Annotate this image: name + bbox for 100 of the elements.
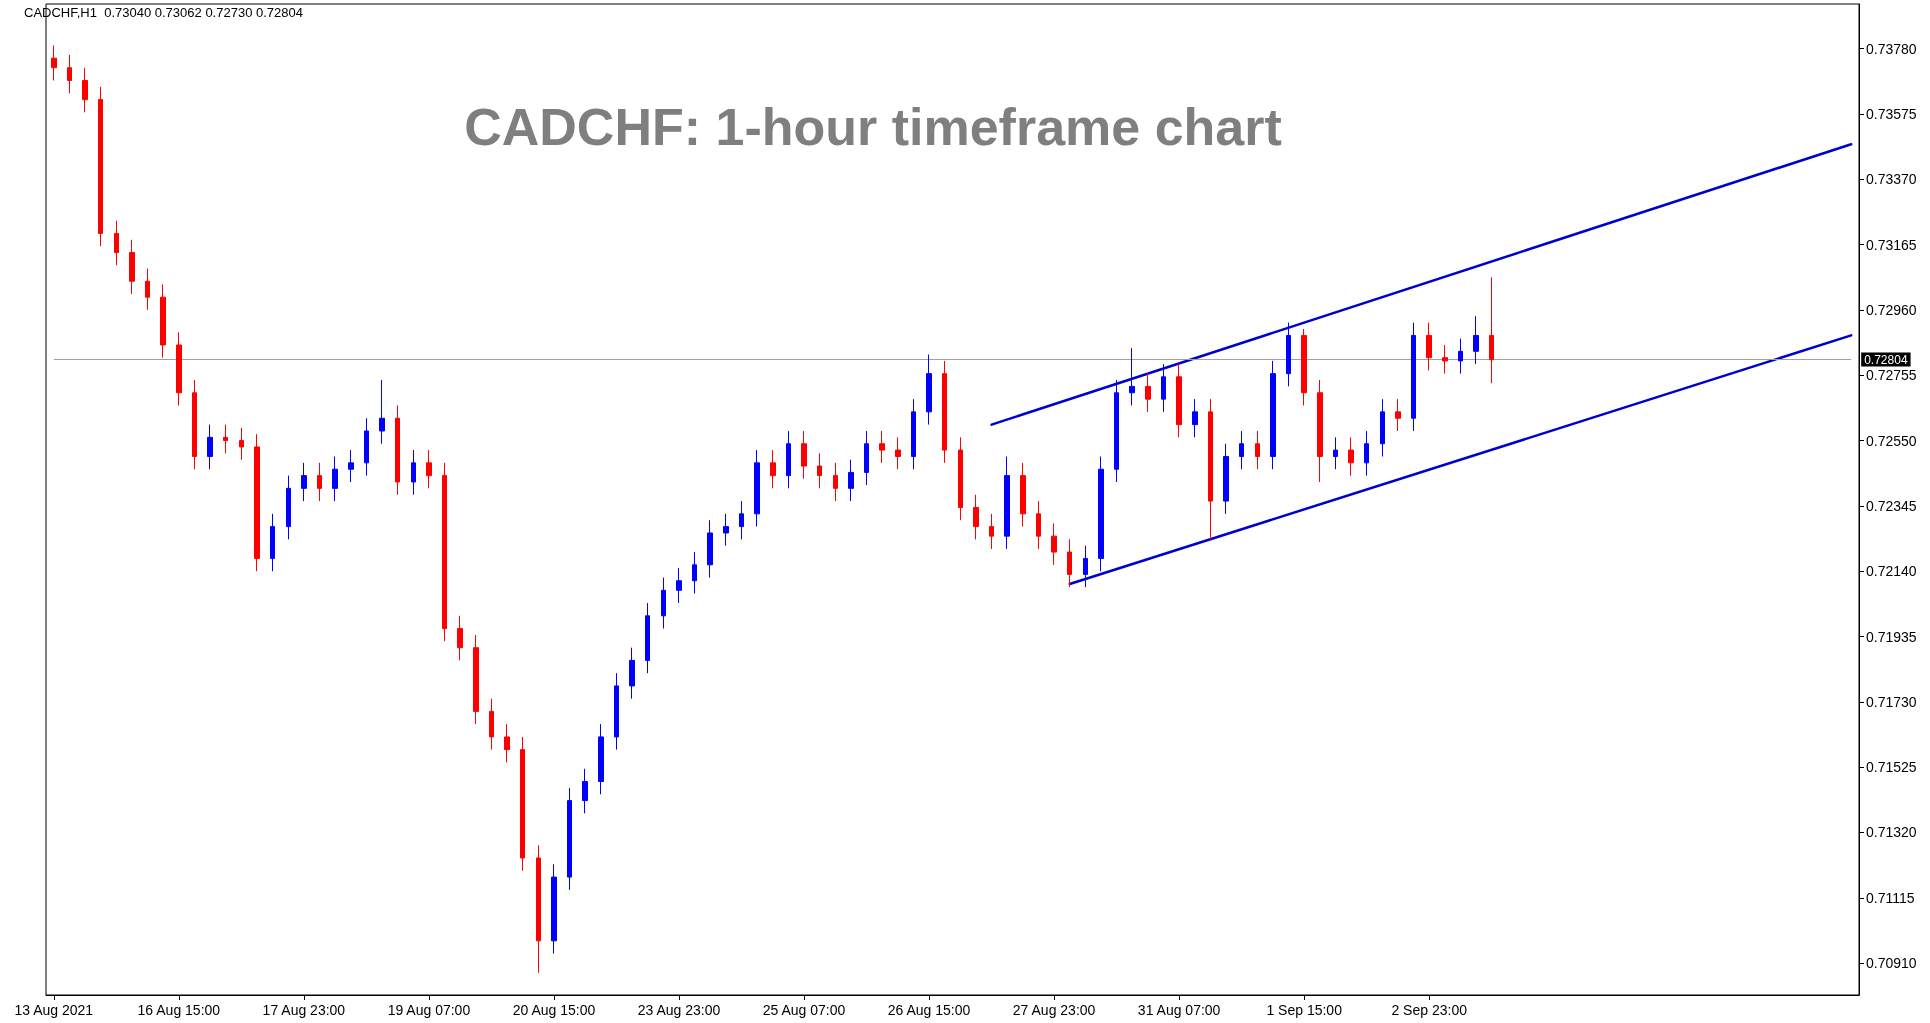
candlestick [551,863,557,955]
y-tick-label: 0.71935 [1866,628,1917,645]
candlestick [176,331,182,406]
candlestick [286,475,291,540]
y-tick-label: 0.73370 [1866,171,1917,188]
candlestick [723,513,729,547]
candlestick [895,436,901,470]
y-tick-label: 0.72345 [1866,497,1917,514]
candlestick [489,698,494,751]
candlestick [364,417,369,477]
x-tick-label: 16 Aug 15:00 [137,1002,221,1018]
y-tick-label: 0.72140 [1866,563,1917,580]
candlestick [1192,398,1198,438]
candlestick [67,54,72,94]
candlestick [301,462,307,502]
x-tick-label: 26 Aug 15:00 [887,1002,971,1018]
candlestick [801,430,807,480]
candlestick [457,615,463,661]
candlestick [1364,430,1369,477]
candlestick [129,239,135,295]
candlestick [629,647,635,700]
x-tick-label: 20 Aug 15:00 [512,1002,596,1018]
candlestick [1426,322,1432,371]
candlestick [317,462,322,502]
candlestick [1270,360,1276,470]
candlestick [1083,545,1088,588]
candlestick [473,634,479,725]
candlestick [145,267,150,311]
candlestick [1176,363,1182,438]
candlestick [1004,455,1010,550]
candlestick [1239,430,1244,470]
candlestick [1348,436,1354,477]
candlestick [942,360,947,464]
candlestick [1051,522,1057,566]
candlestick [786,430,791,489]
candlestick [567,787,572,891]
candlestick [239,427,244,461]
y-tick-label: 0.73575 [1866,105,1917,122]
candlestick [98,86,103,247]
candlestick [614,672,619,751]
candlestick [739,500,744,540]
candlestick [1286,322,1291,387]
candlestick [848,459,854,502]
candlestick [879,430,885,464]
candlestick [926,354,932,426]
candlestick [1473,315,1479,365]
y-tick-label: 0.73780 [1866,40,1917,57]
candlestick [536,844,541,974]
candlestick [1411,322,1416,432]
candlestick [1098,455,1104,572]
candlestick [1301,328,1307,406]
y-tick-label: 0.71730 [1866,693,1917,710]
annotation: CADCHF,H1 0.73040 0.73062 0.72730 0.72804 [24,5,303,20]
candlestick [958,436,963,521]
candlestick [426,449,432,489]
candlestick [332,455,338,502]
y-tick-label: 0.71115 [1866,889,1915,906]
candlestick [395,405,400,496]
candlestick [1036,500,1041,550]
candlestick [82,67,88,113]
y-tick-label: 0.73165 [1866,236,1917,253]
y-tick-label: 0.72550 [1866,432,1917,449]
candlestick [754,449,760,528]
candlestick [1223,443,1229,515]
candlestick [911,398,916,470]
candlestick [989,513,994,550]
x-tick-label: 2 Sep 23:00 [1391,1002,1468,1018]
y-tick-label: 0.70910 [1866,955,1917,972]
candlestick [520,736,525,872]
candlestick [1208,398,1213,540]
candlestick [1255,430,1260,470]
candlestick [833,462,838,502]
candlestick [1020,462,1026,528]
candlestick [645,602,650,674]
candlestick [598,723,604,795]
x-tick-label: 19 Aug 07:00 [387,1002,471,1018]
candlestick [707,519,713,579]
x-tick-label: 27 Aug 23:00 [1012,1002,1096,1018]
candlestick [348,449,354,483]
candlestick [51,44,57,81]
candlestick [192,379,197,470]
candlestick [1489,276,1494,384]
candlestick [973,494,979,540]
candlestick [411,449,416,496]
candlestick [1317,379,1323,483]
x-tick-label: 25 Aug 07:00 [762,1002,846,1018]
candlestick [1067,538,1072,588]
candlestick [1442,344,1448,375]
candlestick [1333,436,1338,470]
candlestick [817,452,822,489]
y-tick-label: 0.72960 [1866,301,1917,318]
candlestick [270,513,275,572]
x-tick-label: 23 Aug 23:00 [637,1002,721,1018]
candlestick [661,577,666,630]
candlestick [114,220,119,266]
candlestick [504,723,510,763]
candlestick [1395,398,1401,432]
candlestick [1161,363,1166,413]
candlestick [442,462,447,642]
candlestick [1129,347,1135,406]
